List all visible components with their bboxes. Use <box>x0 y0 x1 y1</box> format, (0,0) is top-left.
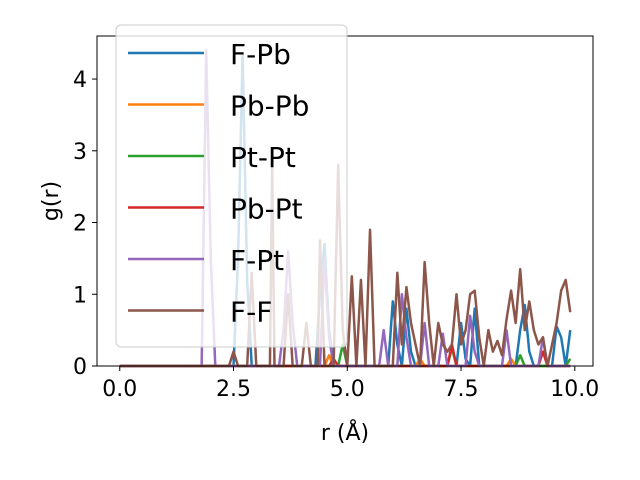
x-tick-label: 10.0 <box>550 377 599 402</box>
x-tick-label: 7.5 <box>444 377 479 402</box>
legend-label-pb-pt: Pb-Pt <box>230 193 303 226</box>
y-axis-label: g(r) <box>39 181 64 221</box>
y-tick-label: 4 <box>73 68 87 93</box>
legend-label-pb-pb: Pb-Pb <box>230 90 309 123</box>
y-tick-label: 1 <box>73 283 87 308</box>
x-axis-label: r (Å) <box>321 419 369 446</box>
legend-label-f-pb: F-Pb <box>230 38 291 71</box>
x-tick-label: 5.0 <box>330 377 365 402</box>
y-axis: 0 1 2 3 4 <box>73 68 97 380</box>
legend: F-Pb Pb-Pb Pt-Pt Pb-Pt F-Pt F-F <box>115 24 348 348</box>
legend-label-f-pt: F-Pt <box>230 244 284 277</box>
legend-label-f-f: F-F <box>230 296 272 329</box>
y-tick-label: 3 <box>73 140 87 165</box>
x-axis: 0.0 2.5 5.0 7.5 10.0 <box>102 366 599 402</box>
legend-label-pt-pt: Pt-Pt <box>230 141 296 174</box>
y-tick-label: 0 <box>73 355 87 380</box>
y-tick-label: 2 <box>73 212 87 237</box>
x-tick-label: 2.5 <box>216 377 251 402</box>
x-tick-label: 0.0 <box>102 377 137 402</box>
